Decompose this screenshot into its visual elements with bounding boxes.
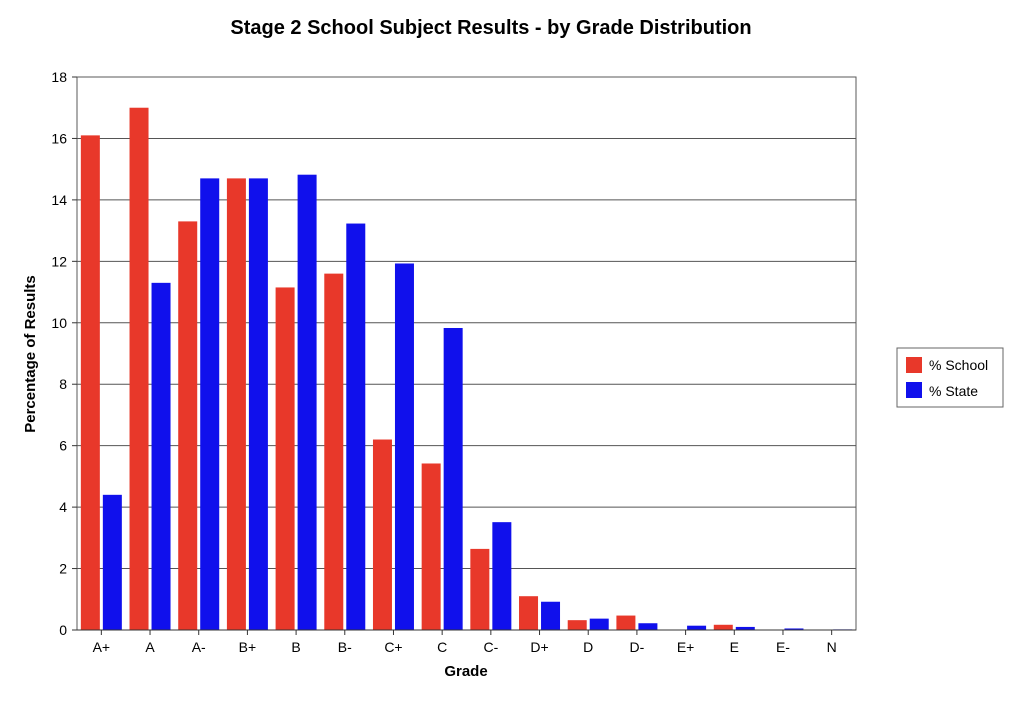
- x-axis-ticks: A+ A A- B+ B B- C+ C C- D+ D D- E+ E E- N: [93, 630, 837, 655]
- x-tick-label: D: [583, 639, 593, 655]
- bar-school-B-: [324, 273, 344, 630]
- bar-state-D: [589, 618, 609, 630]
- bar-school-D+: [519, 596, 539, 630]
- legend-swatch-school: [906, 357, 922, 373]
- legend-label-state: % State: [929, 383, 978, 399]
- y-tick-label: 2: [59, 561, 67, 577]
- x-tick-label: E: [730, 639, 739, 655]
- bar-school-C: [421, 463, 441, 630]
- x-tick-label: N: [827, 639, 837, 655]
- bar-school-D-: [616, 615, 636, 630]
- bar-school-E: [713, 624, 733, 630]
- bar-state-C+: [394, 263, 414, 630]
- bar-school-B: [275, 287, 295, 630]
- y-tick-label: 12: [51, 253, 67, 269]
- x-tick-label: C: [437, 639, 447, 655]
- bar-state-B+: [248, 178, 268, 630]
- x-tick-label: E+: [677, 639, 695, 655]
- bar-school-A: [129, 107, 149, 630]
- bar-school-C-: [470, 548, 490, 630]
- bar-state-A+: [102, 494, 122, 630]
- bar-state-B: [297, 174, 317, 631]
- y-tick-label: 8: [59, 376, 67, 392]
- bar-state-E+: [687, 625, 707, 630]
- x-tick-label: B-: [338, 639, 352, 655]
- bar-school-C+: [372, 439, 392, 630]
- bar-school-A+: [80, 135, 100, 630]
- bar-state-C-: [492, 522, 512, 630]
- y-axis-title: Percentage of Results: [22, 275, 39, 433]
- x-tick-label: E-: [776, 639, 790, 655]
- x-tick-label: A-: [192, 639, 206, 655]
- bar-state-B-: [346, 223, 366, 631]
- bar-school-B+: [226, 178, 246, 630]
- bar-state-C: [443, 328, 463, 630]
- bar-state-D-: [638, 623, 658, 630]
- y-tick-label: 16: [51, 130, 67, 146]
- x-tick-label: D-: [630, 639, 645, 655]
- bar-state-D+: [541, 601, 561, 630]
- x-tick-label: A: [145, 639, 155, 655]
- x-axis-title: Grade: [444, 663, 487, 680]
- y-tick-label: 14: [51, 192, 67, 208]
- x-tick-label: A+: [93, 639, 111, 655]
- legend-swatch-state: [906, 382, 922, 398]
- y-tick-label: 4: [59, 499, 67, 515]
- x-tick-label: B+: [239, 639, 257, 655]
- y-tick-label: 0: [59, 622, 67, 638]
- bars: [80, 107, 853, 631]
- bar-school-D: [567, 620, 587, 630]
- x-tick-label: D+: [530, 639, 548, 655]
- bar-state-A: [151, 282, 171, 630]
- y-tick-label: 6: [59, 438, 67, 454]
- bar-school-A-: [178, 221, 198, 630]
- legend-label-school: % School: [929, 357, 988, 373]
- bar-state-A-: [200, 178, 220, 630]
- bar-state-E-: [784, 628, 804, 630]
- x-tick-label: C-: [483, 639, 498, 655]
- legend: % School % State: [896, 347, 1004, 408]
- chart-title: Stage 2 School Subject Results - by Grad…: [230, 17, 751, 39]
- y-tick-label: 18: [51, 69, 67, 85]
- y-tick-label: 10: [51, 315, 67, 331]
- x-tick-label: B: [291, 639, 300, 655]
- bar-state-E: [735, 626, 755, 630]
- x-tick-label: C+: [384, 639, 402, 655]
- y-axis-ticks: 0 2 4 6 8 10 12 14 16 18: [51, 69, 77, 638]
